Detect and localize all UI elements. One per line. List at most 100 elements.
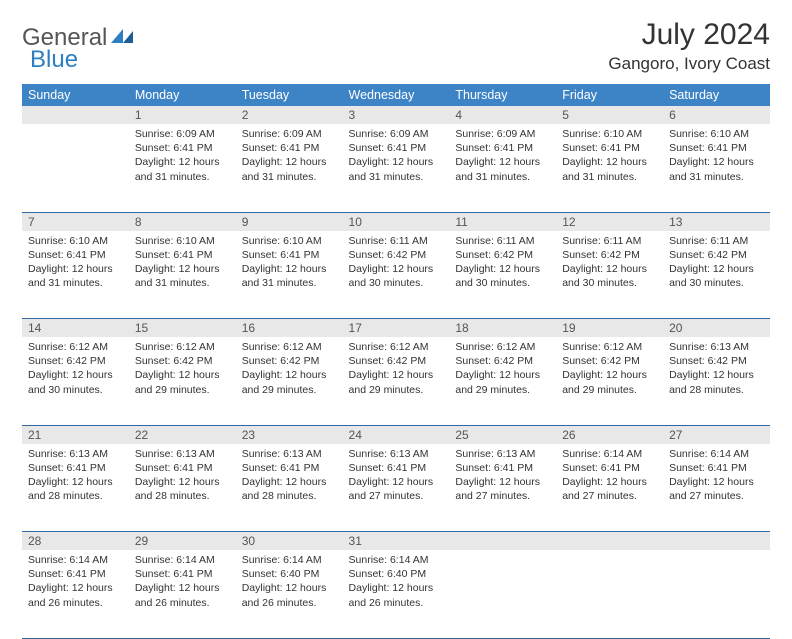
sunset-text: Sunset: 6:41 PM — [242, 141, 337, 155]
day-number: 20 — [663, 319, 770, 338]
sunrise-text: Sunrise: 6:10 AM — [562, 127, 657, 141]
day2-text: and 28 minutes. — [669, 383, 764, 397]
day2-text: and 31 minutes. — [135, 170, 230, 184]
day1-text: Daylight: 12 hours — [562, 262, 657, 276]
day1-text: Daylight: 12 hours — [669, 262, 764, 276]
day1-text: Daylight: 12 hours — [562, 475, 657, 489]
day-cell: Sunrise: 6:12 AMSunset: 6:42 PMDaylight:… — [129, 337, 236, 425]
sunset-text: Sunset: 6:41 PM — [349, 461, 444, 475]
day-number: 18 — [449, 319, 556, 338]
day1-text: Daylight: 12 hours — [135, 475, 230, 489]
weekday-header-row: Sunday Monday Tuesday Wednesday Thursday… — [22, 84, 770, 106]
day-number-row: 123456 — [22, 106, 770, 124]
day2-text: and 31 minutes. — [455, 170, 550, 184]
sunrise-text: Sunrise: 6:12 AM — [349, 340, 444, 354]
sunrise-text: Sunrise: 6:13 AM — [455, 447, 550, 461]
day-number — [663, 532, 770, 551]
sunset-text: Sunset: 6:42 PM — [562, 354, 657, 368]
brand-part2-wrap: Blue — [30, 46, 78, 74]
day-cell: Sunrise: 6:09 AMSunset: 6:41 PMDaylight:… — [449, 124, 556, 212]
day-cell: Sunrise: 6:14 AMSunset: 6:41 PMDaylight:… — [22, 550, 129, 638]
sunrise-text: Sunrise: 6:09 AM — [455, 127, 550, 141]
day-number: 28 — [22, 532, 129, 551]
day-cell: Sunrise: 6:13 AMSunset: 6:41 PMDaylight:… — [449, 444, 556, 532]
day1-text: Daylight: 12 hours — [242, 155, 337, 169]
day-cell: Sunrise: 6:14 AMSunset: 6:41 PMDaylight:… — [129, 550, 236, 638]
day1-text: Daylight: 12 hours — [242, 581, 337, 595]
day1-text: Daylight: 12 hours — [242, 475, 337, 489]
sunrise-text: Sunrise: 6:10 AM — [242, 234, 337, 248]
day1-text: Daylight: 12 hours — [242, 368, 337, 382]
sunset-text: Sunset: 6:41 PM — [135, 461, 230, 475]
day1-text: Daylight: 12 hours — [28, 475, 123, 489]
sunset-text: Sunset: 6:40 PM — [242, 567, 337, 581]
header: General July 2024 Gangoro, Ivory Coast — [22, 18, 770, 74]
day2-text: and 31 minutes. — [562, 170, 657, 184]
sunrise-text: Sunrise: 6:13 AM — [349, 447, 444, 461]
week-row: Sunrise: 6:12 AM Sunset: 6:42 PM Daylight:… — [22, 337, 770, 425]
week-row: Sunrise: 6:13 AMSunset: 6:41 PMDaylight:… — [22, 444, 770, 532]
sunset-text: Sunset: 6:41 PM — [562, 141, 657, 155]
day1-text: Daylight: 12 hours — [135, 581, 230, 595]
sunrise-text: Sunrise: 6:10 AM — [669, 127, 764, 141]
day-number: 10 — [343, 212, 450, 231]
day-number — [22, 106, 129, 124]
day-number — [449, 532, 556, 551]
day-cell: Sunrise: 6:11 AMSunset: 6:42 PMDaylight:… — [343, 231, 450, 319]
day2-text: and 29 minutes. — [349, 383, 444, 397]
day-cell: Sunrise: 6:13 AMSunset: 6:41 PMDaylight:… — [236, 444, 343, 532]
day1-text: Daylight: 12 hours — [28, 581, 123, 595]
day-number: 9 — [236, 212, 343, 231]
day-cell: Sunrise: 6:12 AMSunset: 6:42 PMDaylight:… — [556, 337, 663, 425]
day-cell: Sunrise: 6:14 AMSunset: 6:41 PMDaylight:… — [663, 444, 770, 532]
day1-text: Daylight: 12 hours — [455, 155, 550, 169]
day-cell: Sunrise: 6:10 AMSunset: 6:41 PMDaylight:… — [236, 231, 343, 319]
day1-text: Daylight: 12 hours — [28, 368, 123, 382]
day-cell: Sunrise: 6:14 AMSunset: 6:40 PMDaylight:… — [236, 550, 343, 638]
sunrise-text: Sunrise: 6:12 AM — [455, 340, 550, 354]
day2-text: and 30 minutes. — [349, 276, 444, 290]
day-number: 15 — [129, 319, 236, 338]
day-number: 22 — [129, 425, 236, 444]
day-number: 16 — [236, 319, 343, 338]
sunset-text: Sunset: 6:41 PM — [455, 141, 550, 155]
day1-text: Daylight: 12 hours — [455, 262, 550, 276]
sunset-text: Sunset: 6:41 PM — [135, 248, 230, 262]
day1-text: Daylight: 12 hours — [455, 368, 550, 382]
sunrise-text: Sunrise: 6:13 AM — [669, 340, 764, 354]
weekday-header: Tuesday — [236, 84, 343, 106]
sunset-text: Sunset: 6:41 PM — [669, 141, 764, 155]
sunrise-text: Sunrise: 6:09 AM — [242, 127, 337, 141]
day-cell: Sunrise: 6:09 AMSunset: 6:41 PMDaylight:… — [236, 124, 343, 212]
day1-text: Daylight: 12 hours — [135, 368, 230, 382]
sunrise-text: Sunrise: 6:14 AM — [349, 553, 444, 567]
sunset-text: Sunset: 6:41 PM — [349, 141, 444, 155]
day-cell: Sunrise: 6:09 AMSunset: 6:41 PMDaylight:… — [129, 124, 236, 212]
day-number: 7 — [22, 212, 129, 231]
day-number-row: 21222324252627 — [22, 425, 770, 444]
day2-text: and 31 minutes. — [669, 170, 764, 184]
location-subtitle: Gangoro, Ivory Coast — [608, 54, 770, 74]
day-cell — [556, 550, 663, 638]
day1-text: Daylight: 12 hours — [28, 262, 123, 276]
day-cell: Sunrise: 6:10 AMSunset: 6:41 PMDaylight:… — [663, 124, 770, 212]
day2-text: and 28 minutes. — [28, 489, 123, 503]
day-cell: Sunrise: 6:11 AMSunset: 6:42 PMDaylight:… — [449, 231, 556, 319]
day2-text: and 26 minutes. — [135, 596, 230, 610]
sunset-text: Sunset: 6:41 PM — [135, 567, 230, 581]
day1-text: Daylight: 12 hours — [669, 475, 764, 489]
day-number: 27 — [663, 425, 770, 444]
week-row: Sunrise: 6:10 AM Sunset: 6:41 PM Daylight:… — [22, 231, 770, 319]
day-cell: Sunrise: 6:10 AMSunset: 6:41 PMDaylight:… — [129, 231, 236, 319]
sunrise-text: Sunrise: 6:14 AM — [562, 447, 657, 461]
sunrise-text: Sunrise: 6:12 AM — [135, 340, 230, 354]
calendar-table: Sunday Monday Tuesday Wednesday Thursday… — [22, 84, 770, 639]
sunset-text: Sunset: 6:41 PM — [562, 461, 657, 475]
day-cell: Sunrise: 6:12 AMSunset: 6:42 PMDaylight:… — [22, 337, 129, 425]
day2-text: and 27 minutes. — [562, 489, 657, 503]
day-cell: Sunrise: 6:14 AMSunset: 6:40 PMDaylight:… — [343, 550, 450, 638]
day-number: 26 — [556, 425, 663, 444]
day2-text: and 31 minutes. — [28, 276, 123, 290]
day2-text: and 29 minutes. — [455, 383, 550, 397]
day1-text: Daylight: 12 hours — [455, 475, 550, 489]
